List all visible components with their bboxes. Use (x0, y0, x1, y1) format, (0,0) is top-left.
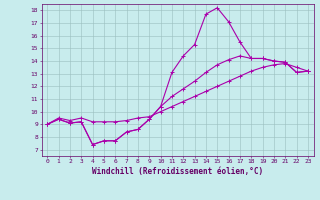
X-axis label: Windchill (Refroidissement éolien,°C): Windchill (Refroidissement éolien,°C) (92, 167, 263, 176)
